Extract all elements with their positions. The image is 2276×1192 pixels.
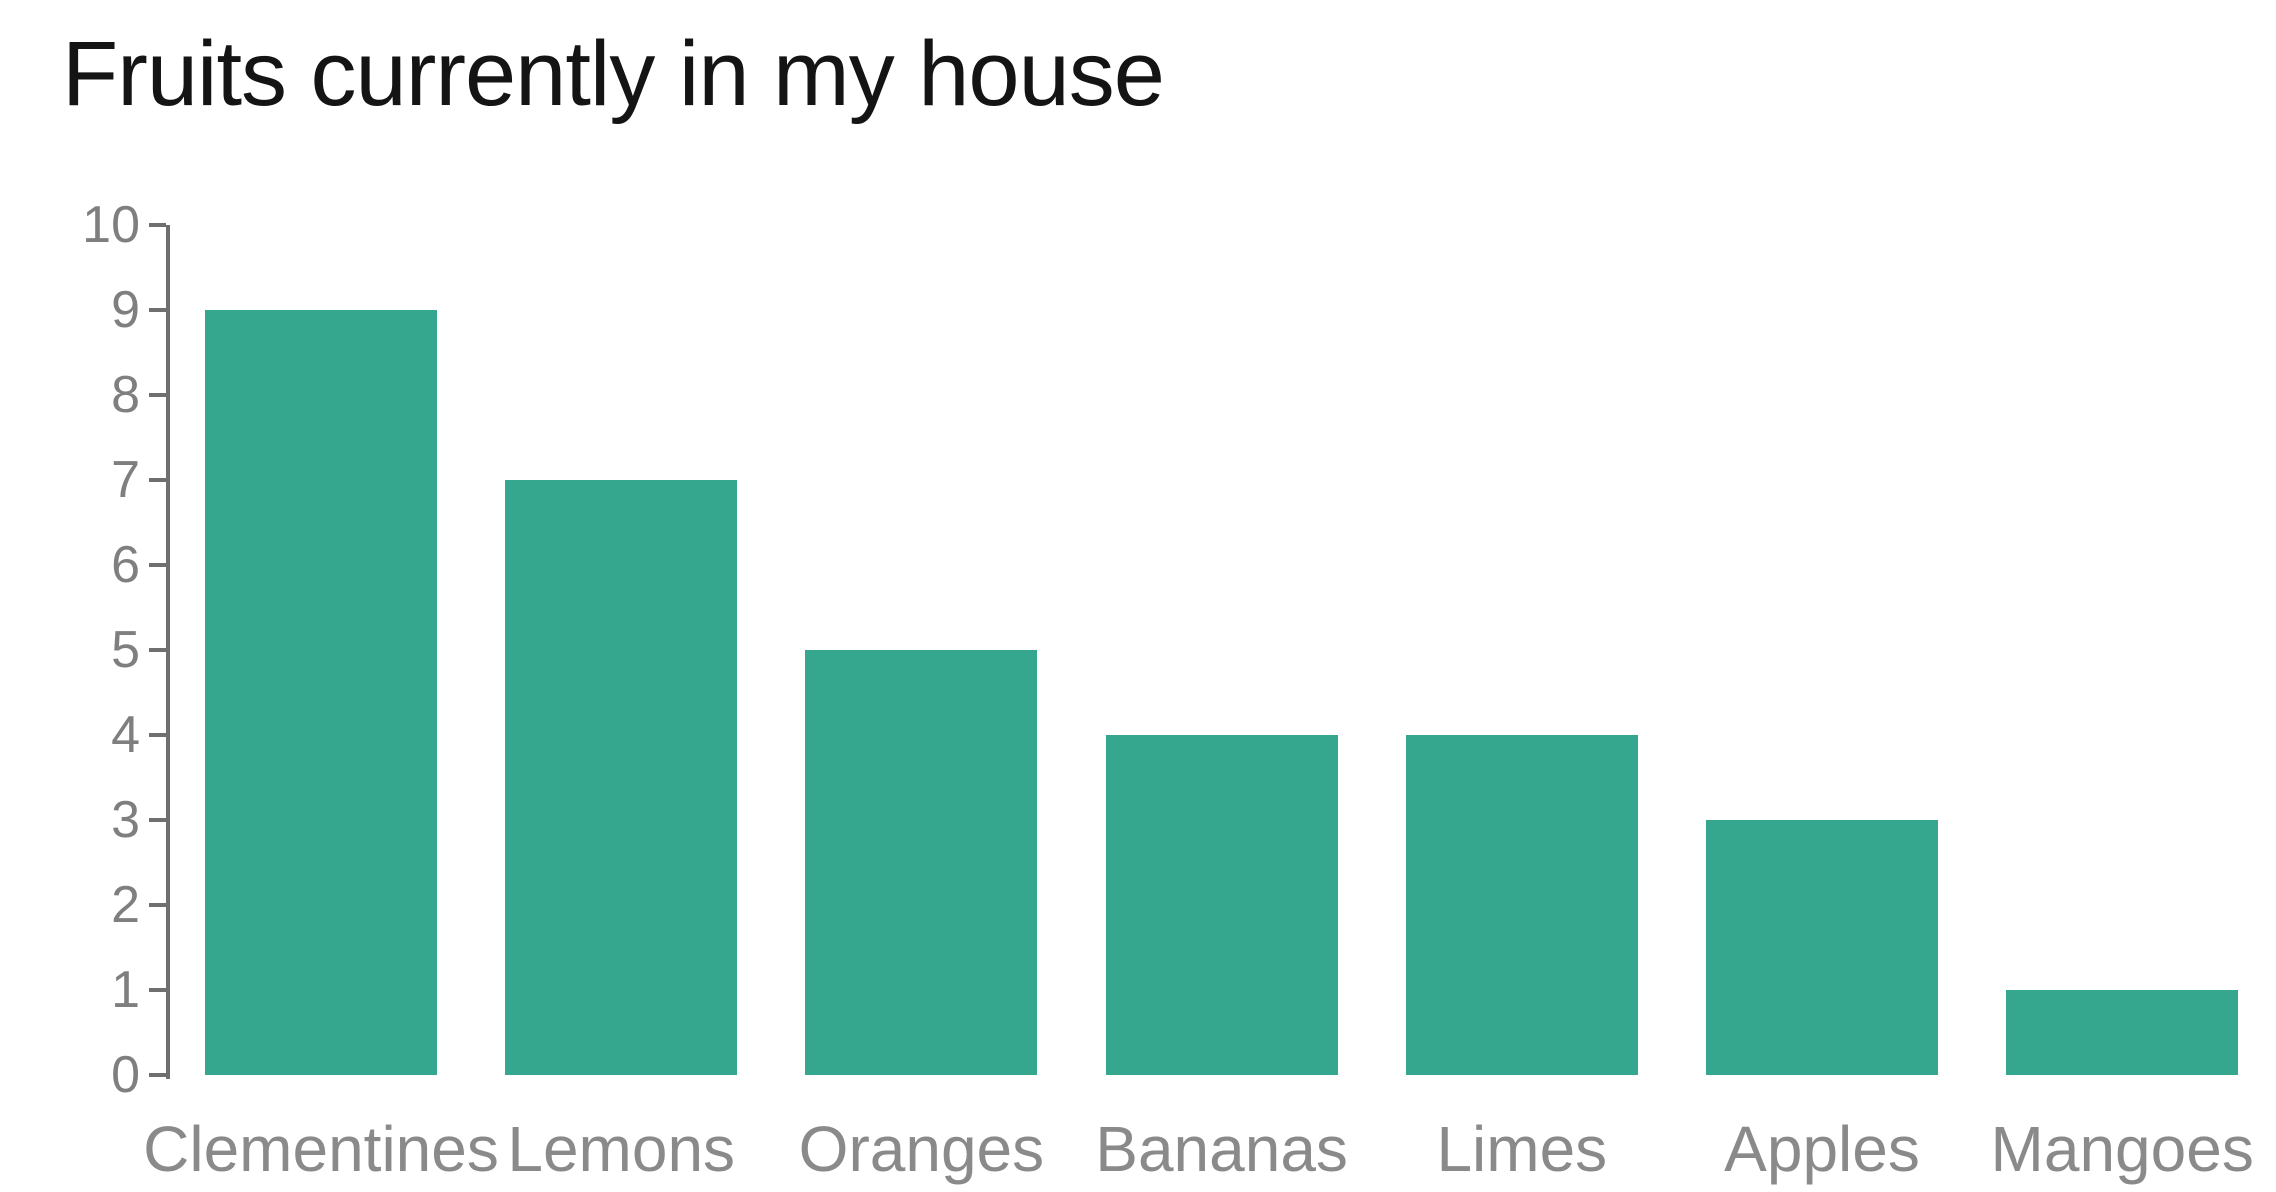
bar-limes <box>1405 735 1638 1075</box>
y-tick-label: 8 <box>111 366 140 424</box>
y-tick <box>149 1073 166 1077</box>
x-tick-label-apples: Apples <box>1724 1113 1920 1185</box>
x-tick-label-limes: Limes <box>1436 1113 1608 1185</box>
x-tick-label-bananas: Bananas <box>1095 1113 1348 1185</box>
y-tick <box>149 988 166 992</box>
y-tick-label: 4 <box>111 706 140 764</box>
bar-clementines <box>205 310 437 1075</box>
y-axis-line <box>166 225 170 1079</box>
bar-mangoes <box>2006 990 2239 1075</box>
y-tick-label: 5 <box>111 621 140 679</box>
y-tick <box>149 818 166 822</box>
y-tick-label: 1 <box>111 961 140 1019</box>
y-tick <box>149 308 166 312</box>
y-tick <box>149 223 166 227</box>
y-tick <box>149 648 166 652</box>
y-tick-label: 9 <box>111 281 140 339</box>
y-tick-label: 0 <box>111 1046 140 1104</box>
x-tick-label-clementines: Clementines <box>143 1113 499 1185</box>
y-tick <box>149 903 166 907</box>
y-tick-label: 2 <box>111 876 140 934</box>
y-tick <box>149 733 166 737</box>
y-tick <box>149 478 166 482</box>
y-tick-label: 7 <box>111 451 140 509</box>
bar-oranges <box>805 650 1038 1075</box>
chart-title: Fruits currently in my house <box>62 23 1165 125</box>
bar-bananas <box>1105 735 1338 1075</box>
x-tick-label-oranges: Oranges <box>798 1113 1045 1185</box>
y-tick <box>149 563 166 567</box>
x-tick-label-lemons: Lemons <box>507 1113 736 1185</box>
bar-apples <box>1706 820 1938 1075</box>
y-tick-label: 6 <box>111 536 140 594</box>
y-tick-label: 10 <box>82 196 140 254</box>
y-tick-label: 3 <box>111 791 140 849</box>
x-tick-label-mangoes: Mangoes <box>1990 1113 2254 1185</box>
bar-lemons <box>505 480 738 1075</box>
y-tick <box>149 393 166 397</box>
